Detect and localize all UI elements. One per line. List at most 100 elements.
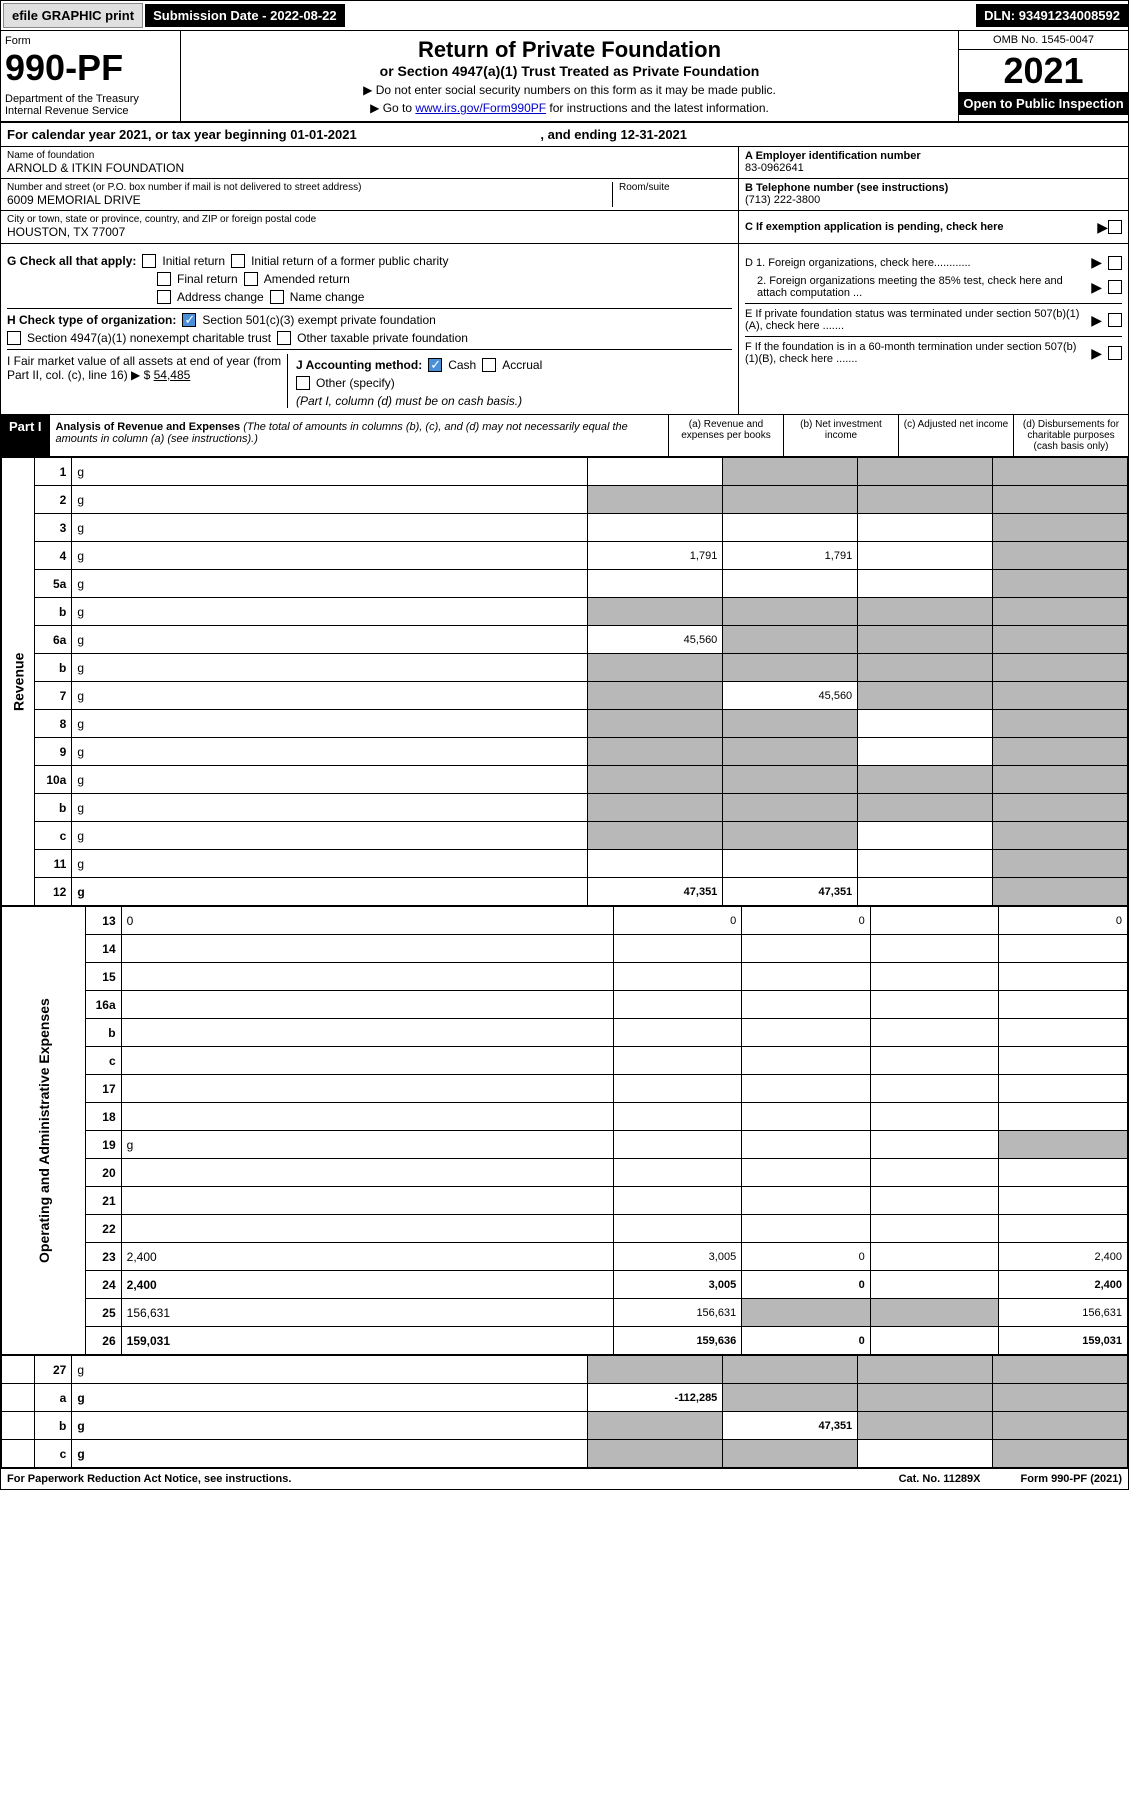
table-row: 12g47,35147,351: [2, 878, 1128, 906]
j-label: J Accounting method:: [296, 358, 422, 372]
table-row: 21: [2, 1187, 1128, 1215]
table-row: 5ag: [2, 570, 1128, 598]
checks-section: G Check all that apply: Initial return I…: [1, 244, 1128, 414]
table-row: 19g: [2, 1131, 1128, 1159]
f-label: F If the foundation is in a 60-month ter…: [745, 341, 1085, 365]
g-final-checkbox[interactable]: [157, 272, 171, 286]
table-row: bg47,351: [2, 1412, 1128, 1440]
j-accrual-checkbox[interactable]: [482, 358, 496, 372]
address: 6009 MEMORIAL DRIVE: [7, 193, 612, 207]
table-row: 9g: [2, 738, 1128, 766]
note-link: ▶ Go to www.irs.gov/Form990PF for instru…: [187, 101, 952, 115]
col-b-header: (b) Net investment income: [783, 415, 898, 456]
table-row: 11g: [2, 850, 1128, 878]
table-row: 242,4003,00502,400: [2, 1271, 1128, 1299]
revenue-table: Revenue1g2g3g4g1,7911,7915agbg6ag45,560b…: [1, 457, 1128, 906]
e-checkbox[interactable]: [1108, 313, 1122, 327]
d1-checkbox[interactable]: [1108, 256, 1122, 270]
open-inspection: Open to Public Inspection: [959, 92, 1128, 115]
g-label: G Check all that apply:: [7, 254, 136, 268]
i-value: 54,485: [154, 368, 191, 382]
arrow-icon: ▶: [1097, 219, 1108, 236]
ein-value: 83-0962641: [745, 162, 1122, 174]
j-cash-checkbox[interactable]: [428, 358, 442, 372]
i-label: I Fair market value of all assets at end…: [7, 354, 281, 382]
col-d-header: (d) Disbursements for charitable purpose…: [1013, 415, 1128, 456]
g-name-checkbox[interactable]: [270, 290, 284, 304]
table-row: 27g: [2, 1356, 1128, 1384]
table-row: bg: [2, 654, 1128, 682]
ein-label: A Employer identification number: [745, 150, 1122, 162]
expenses-table: Operating and Administrative Expenses130…: [1, 906, 1128, 1355]
g-amended-checkbox[interactable]: [244, 272, 258, 286]
h-other-checkbox[interactable]: [277, 331, 291, 345]
c-checkbox[interactable]: [1108, 220, 1122, 234]
foundation-name: ARNOLD & ITKIN FOUNDATION: [7, 161, 732, 175]
table-row: 26159,031159,6360159,031: [2, 1327, 1128, 1355]
city-label: City or town, state or province, country…: [7, 214, 732, 225]
section-label: Revenue: [2, 458, 35, 906]
irs-link[interactable]: www.irs.gov/Form990PF: [415, 101, 546, 115]
table-row: cg: [2, 822, 1128, 850]
dln: DLN: 93491234008592: [976, 4, 1128, 27]
h-4947-checkbox[interactable]: [7, 331, 21, 345]
table-row: 4g1,7911,791: [2, 542, 1128, 570]
form-subtitle: or Section 4947(a)(1) Trust Treated as P…: [187, 63, 952, 79]
page-footer: For Paperwork Reduction Act Notice, see …: [1, 1468, 1128, 1489]
efile-print-button[interactable]: efile GRAPHIC print: [3, 3, 143, 28]
table-row: b: [2, 1019, 1128, 1047]
form-header: Form 990-PF Department of the Treasury I…: [1, 31, 1128, 123]
g-initial-checkbox[interactable]: [142, 254, 156, 268]
table-row: 2g: [2, 486, 1128, 514]
part1-header-row: Part I Analysis of Revenue and Expenses …: [1, 414, 1128, 457]
g-initial-former-checkbox[interactable]: [231, 254, 245, 268]
h-501c3-checkbox[interactable]: [182, 313, 196, 327]
section-label: Operating and Administrative Expenses: [2, 907, 86, 1355]
table-row: 16a: [2, 991, 1128, 1019]
part1-title: Analysis of Revenue and Expenses: [56, 421, 241, 433]
table-row: 25156,631156,631156,631: [2, 1299, 1128, 1327]
table-row: ag-112,285: [2, 1384, 1128, 1412]
submission-date: Submission Date - 2022-08-22: [145, 4, 345, 27]
g-address-checkbox[interactable]: [157, 290, 171, 304]
table-row: 10ag: [2, 766, 1128, 794]
table-row: 15: [2, 963, 1128, 991]
f-checkbox[interactable]: [1108, 346, 1122, 360]
d1-label: D 1. Foreign organizations, check here..…: [745, 257, 1085, 269]
table-row: 18: [2, 1103, 1128, 1131]
table-row: Revenue1g: [2, 458, 1128, 486]
name-label: Name of foundation: [7, 150, 732, 161]
j-other-checkbox[interactable]: [296, 376, 310, 390]
phone-value: (713) 222-3800: [745, 194, 1122, 206]
table-row: Operating and Administrative Expenses130…: [2, 907, 1128, 935]
table-row: 6ag45,560: [2, 626, 1128, 654]
form-title: Return of Private Foundation: [187, 37, 952, 63]
table-row: c: [2, 1047, 1128, 1075]
form-label: Form: [5, 35, 176, 47]
table-row: 20: [2, 1159, 1128, 1187]
bottom-table: 27gag-112,285bg47,351cg: [1, 1355, 1128, 1468]
j-note: (Part I, column (d) must be on cash basi…: [296, 394, 732, 408]
e-label: E If private foundation status was termi…: [745, 308, 1085, 332]
omb-number: OMB No. 1545-0047: [959, 31, 1128, 50]
paperwork-notice: For Paperwork Reduction Act Notice, see …: [7, 1473, 291, 1485]
col-a-header: (a) Revenue and expenses per books: [668, 415, 783, 456]
part1-label: Part I: [1, 415, 50, 456]
table-row: bg: [2, 794, 1128, 822]
table-row: 232,4003,00502,400: [2, 1243, 1128, 1271]
dept-treasury: Department of the Treasury Internal Reve…: [5, 93, 176, 117]
form-number: 990-PF: [5, 47, 176, 89]
form-ref: Form 990-PF (2021): [1021, 1473, 1122, 1485]
cat-number: Cat. No. 11289X: [899, 1473, 981, 1485]
phone-label: B Telephone number (see instructions): [745, 182, 1122, 194]
col-c-header: (c) Adjusted net income: [898, 415, 1013, 456]
h-label: H Check type of organization:: [7, 313, 176, 327]
table-row: 8g: [2, 710, 1128, 738]
table-row: 14: [2, 935, 1128, 963]
room-label: Room/suite: [619, 182, 732, 193]
addr-label: Number and street (or P.O. box number if…: [7, 182, 612, 193]
table-row: 17: [2, 1075, 1128, 1103]
table-row: 7g45,560: [2, 682, 1128, 710]
d2-checkbox[interactable]: [1108, 280, 1122, 294]
tax-year: 2021: [959, 50, 1128, 92]
